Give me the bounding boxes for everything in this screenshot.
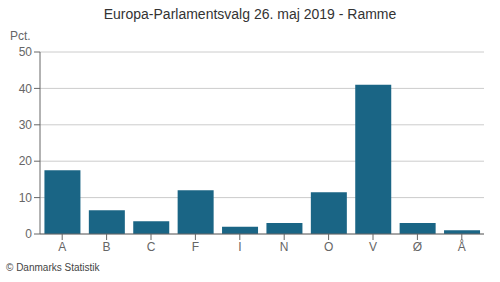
svg-text:N: N	[280, 240, 289, 254]
html-text:© Danmarks Statistik: © Danmarks Statistik	[6, 262, 100, 273]
html-text:Europa-Parlamentsvalg 26. maj: Europa-Parlamentsvalg 26. maj 2019 - Ram…	[103, 6, 397, 22]
html-text:Pct.: Pct.	[10, 29, 31, 43]
svg-text:10: 10	[19, 191, 33, 205]
svg-text:A: A	[58, 240, 66, 254]
svg-text:F: F	[192, 240, 199, 254]
svg-text:40: 40	[19, 82, 33, 96]
svg-text:Å: Å	[458, 239, 466, 254]
svg-text:O: O	[324, 240, 333, 254]
svg-text:0: 0	[25, 227, 32, 241]
svg-text:I: I	[238, 240, 241, 254]
svg-text:Ø: Ø	[413, 240, 422, 254]
svg-text:V: V	[369, 240, 377, 254]
svg-text:C: C	[147, 240, 156, 254]
svg-text:30: 30	[19, 118, 33, 132]
svg-text:B: B	[103, 240, 111, 254]
svg-text:20: 20	[19, 154, 33, 168]
svg-text:50: 50	[19, 45, 33, 59]
